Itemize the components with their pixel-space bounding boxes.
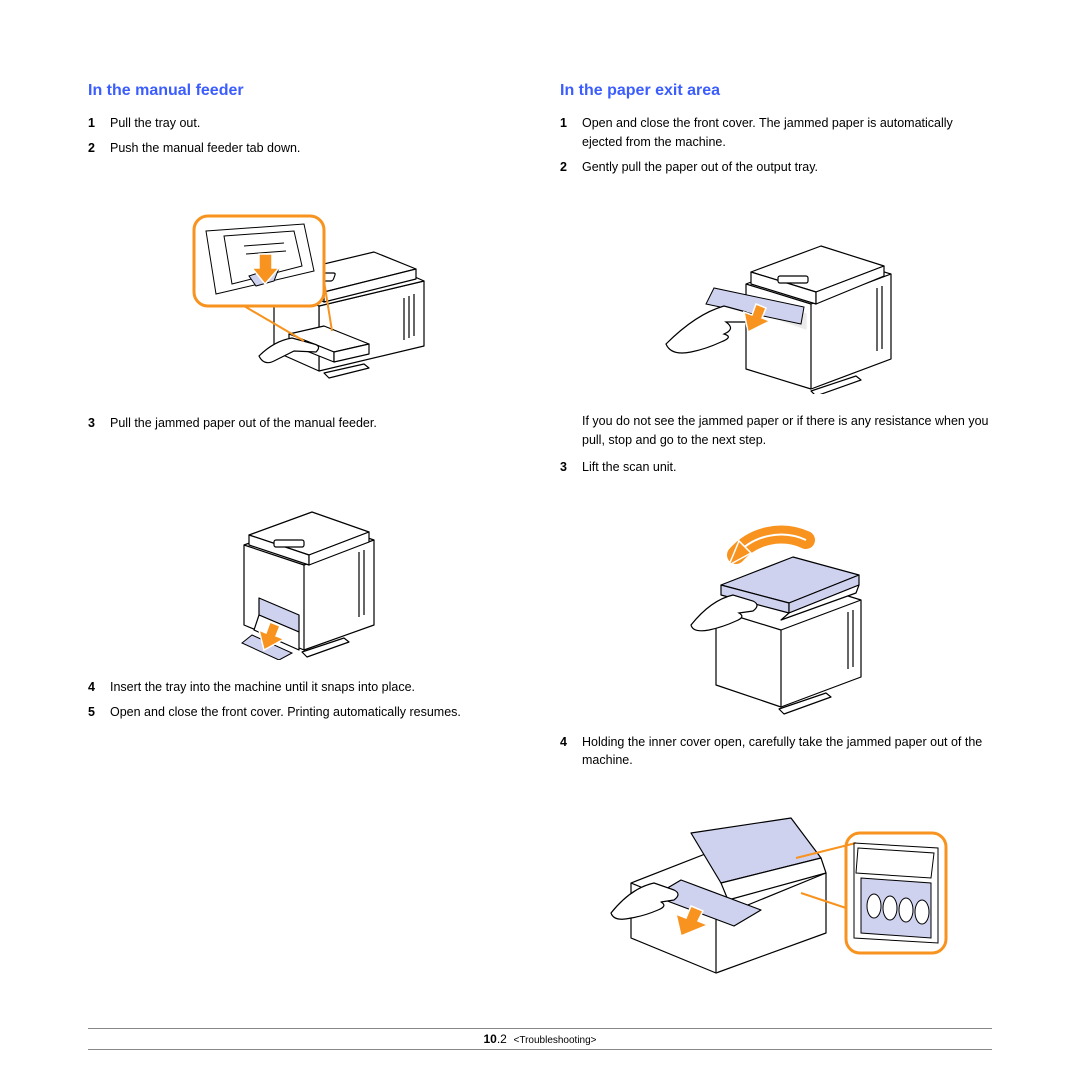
step: 1 Open and close the front cover. The ja…: [560, 114, 992, 152]
step-text: Push the manual feeder tab down.: [110, 139, 520, 158]
step: 5 Open and close the front cover. Printi…: [88, 703, 520, 722]
step-text: Open and close the front cover. The jamm…: [582, 114, 992, 152]
step-number: 5: [88, 703, 110, 722]
step-text: Holding the inner cover open, carefully …: [582, 733, 992, 771]
footer-page: 10: [483, 1032, 496, 1046]
step-text: Pull the jammed paper out of the manual …: [110, 414, 520, 433]
step: 3 Lift the scan unit.: [560, 458, 992, 477]
illustration-manual-feeder-tab: [88, 176, 520, 396]
step: 1 Pull the tray out.: [88, 114, 520, 133]
step-text: Lift the scan unit.: [582, 458, 992, 477]
step-text: Open and close the front cover. Printing…: [110, 703, 520, 722]
step-number: 1: [560, 114, 582, 152]
step: 3 Pull the jammed paper out of the manua…: [88, 414, 520, 433]
left-heading: In the manual feeder: [88, 82, 520, 100]
right-heading: In the paper exit area: [560, 82, 992, 100]
footer-title: <Troubleshooting>: [514, 1035, 597, 1046]
step-number: 3: [560, 458, 582, 477]
illustration-pull-jammed-paper: [88, 450, 520, 660]
page-footer: 10.2 <Troubleshooting>: [88, 1028, 992, 1050]
step-number: 4: [88, 678, 110, 697]
note-text: If you do not see the jammed paper or if…: [582, 412, 992, 450]
illustration-inner-cover: [560, 788, 992, 988]
illustration-lift-scan-unit: [560, 495, 992, 715]
step-text: Gently pull the paper out of the output …: [582, 158, 992, 177]
step: 2 Gently pull the paper out of the outpu…: [560, 158, 992, 177]
step-number: 3: [88, 414, 110, 433]
right-column: In the paper exit area 1 Open and close …: [560, 82, 992, 1006]
step-number: 2: [560, 158, 582, 177]
step-number: 2: [88, 139, 110, 158]
step: 4 Insert the tray into the machine until…: [88, 678, 520, 697]
left-column: In the manual feeder 1 Pull the tray out…: [88, 82, 520, 1006]
step: 2 Push the manual feeder tab down.: [88, 139, 520, 158]
step-text: Insert the tray into the machine until i…: [110, 678, 520, 697]
illustration-output-tray: [560, 194, 992, 394]
step-number: 4: [560, 733, 582, 771]
step-number: 1: [88, 114, 110, 133]
step: 4 Holding the inner cover open, carefull…: [560, 733, 992, 771]
step-text: Pull the tray out.: [110, 114, 520, 133]
footer-sub: .2: [497, 1032, 507, 1046]
